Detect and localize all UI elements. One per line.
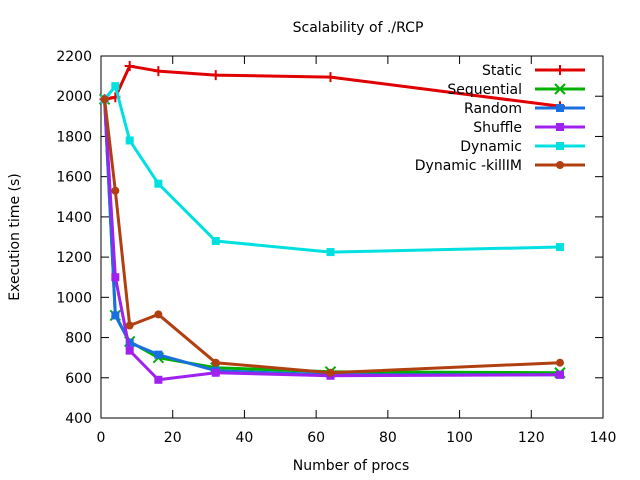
data-point: [555, 370, 564, 379]
data-point: [153, 66, 164, 77]
legend-label: Dynamic: [460, 139, 522, 155]
series-random: [100, 95, 564, 379]
legend-label: Dynamic -killIM: [415, 158, 522, 174]
legend: Static Sequential Random Shuffle Dynamic Dyna…: [415, 63, 585, 174]
series-sequential: [98, 93, 566, 379]
x-tick-label: 100: [446, 430, 473, 446]
legend-label: Sequential: [447, 82, 522, 98]
chart-title: Scalability of ./RCP: [293, 20, 424, 36]
legend-label: Static: [482, 63, 522, 79]
data-point: [211, 237, 220, 246]
data-point: [555, 358, 564, 367]
legend-item: Shuffle: [473, 120, 585, 136]
x-tick-label: 140: [590, 430, 617, 446]
y-tick-label: 2200: [56, 49, 92, 65]
y-tick-label: 1800: [56, 129, 92, 145]
data-point: [325, 72, 336, 83]
data-point: [125, 321, 134, 330]
data-point: [326, 368, 335, 377]
legend-marker: [556, 123, 564, 131]
data-point: [125, 136, 134, 145]
data-point: [125, 346, 134, 355]
y-tick-label: 600: [65, 371, 92, 387]
legend-marker: [554, 83, 566, 95]
legend-label: Random: [464, 101, 522, 117]
data-point: [211, 358, 220, 367]
legend-item: Static: [482, 63, 585, 79]
y-tick-label: 1600: [56, 170, 92, 186]
series-dynamic-killim: [100, 95, 564, 377]
x-tick-label: 120: [518, 430, 545, 446]
x-tick-label: 40: [236, 430, 254, 446]
data-point: [210, 70, 221, 81]
y-axis-label: Execution time (s): [7, 173, 23, 300]
plot-frame: [100, 55, 604, 419]
data-point: [111, 273, 120, 282]
x-tick-label: 60: [307, 430, 325, 446]
data-point: [555, 243, 564, 252]
data-point: [154, 310, 163, 319]
data-point: [211, 368, 220, 377]
legend-item: Sequential: [447, 82, 585, 98]
data-point: [154, 179, 163, 188]
data-point: [111, 82, 120, 91]
x-tick-label: 0: [97, 430, 106, 446]
legend-item: Dynamic: [460, 139, 585, 155]
data-point: [100, 95, 109, 104]
data-point: [326, 248, 335, 257]
y-tick-label: 800: [65, 331, 92, 347]
y-tick-label: 400: [65, 411, 92, 427]
data-point: [154, 350, 163, 359]
data-point: [124, 61, 135, 72]
y-tick-label: 1200: [56, 250, 92, 266]
legend-marker: [555, 65, 565, 75]
data-point: [154, 375, 163, 384]
x-tick-label: 20: [164, 430, 182, 446]
y-tick-label: 2000: [56, 89, 92, 105]
legend-marker: [556, 104, 564, 112]
data-point: [125, 338, 134, 347]
series-layer: [98, 61, 566, 384]
axis-ticks: 400 600 800 1000 1200 1400 1600 1800 2000 2200 0 20…: [56, 49, 616, 446]
legend-marker: [556, 142, 564, 150]
x-axis-label: Number of procs: [293, 458, 410, 474]
data-point: [111, 186, 120, 195]
x-tick-label: 80: [379, 430, 397, 446]
y-tick-label: 1400: [56, 210, 92, 226]
legend-item: Random: [464, 101, 585, 117]
legend-label: Shuffle: [473, 120, 522, 136]
legend-item: Dynamic -killIM: [415, 158, 585, 174]
y-tick-label: 1000: [56, 290, 92, 306]
data-point: [111, 311, 120, 320]
legend-marker: [556, 161, 564, 169]
